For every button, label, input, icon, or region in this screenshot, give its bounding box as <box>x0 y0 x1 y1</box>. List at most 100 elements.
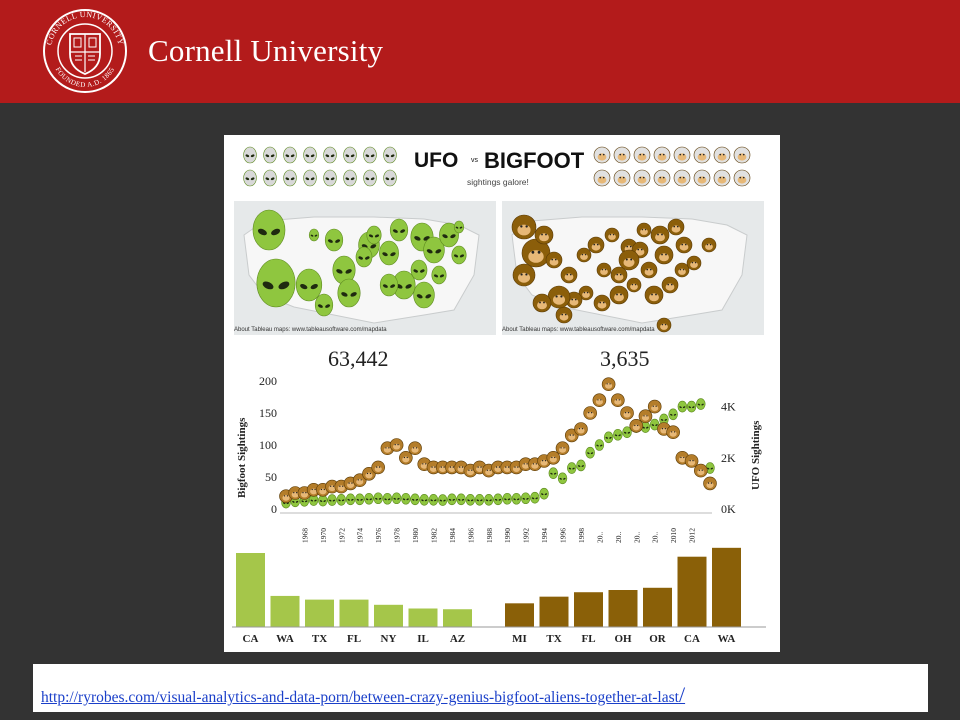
bigfoot-map-icon <box>618 249 640 271</box>
state-label: FL <box>581 633 595 645</box>
ufo-data-point <box>548 467 559 479</box>
faded-alien-icon <box>363 146 377 164</box>
ufo-data-point <box>447 493 457 506</box>
alien-map-icon <box>423 236 445 264</box>
y2-tick-label: 2K <box>721 451 736 465</box>
bigfoot-map-icon <box>644 285 664 305</box>
faded-alien-icon <box>383 169 397 187</box>
bigfoot-map-icon <box>534 225 554 245</box>
bigfoot-data-point <box>638 409 653 424</box>
bigfoot-data-point <box>693 463 708 478</box>
state-label: FL <box>347 633 361 645</box>
faded-bigfoot-icon <box>653 169 671 187</box>
x-tick-label: 2012 <box>688 528 697 543</box>
alien-map-icon <box>439 222 459 248</box>
ufo-data-point <box>373 492 383 505</box>
x-tick-label: 20.. <box>651 532 660 543</box>
ufo-data-point <box>677 400 688 413</box>
state-bar <box>443 609 472 627</box>
state-bar <box>643 587 672 627</box>
state-bar <box>236 553 265 627</box>
bigfoot-data-point <box>611 393 625 408</box>
bigfoot-map-icon <box>674 262 690 278</box>
y-tick-label: 100 <box>259 438 277 452</box>
ufo-data-point <box>437 494 448 506</box>
faded-alien-icon <box>283 146 297 164</box>
alien-map-icon <box>431 265 447 285</box>
ufo-data-point <box>345 493 356 506</box>
faded-bigfoot-icon <box>613 146 631 164</box>
ufo-data-point <box>585 446 595 459</box>
bigfoot-map-icon <box>576 247 592 263</box>
ufo-data-point <box>318 494 328 507</box>
bigfoot-map-icon <box>661 276 679 294</box>
state-bar <box>677 556 707 627</box>
ufo-data-point <box>465 493 476 506</box>
bigfoot-map-icon <box>656 317 672 333</box>
faded-alien-icon <box>283 169 297 187</box>
state-bar <box>408 608 438 627</box>
bigfoot-data-point <box>399 450 413 465</box>
state-label: TX <box>546 633 561 645</box>
ufo-data-point <box>419 493 429 506</box>
bigfoot-map-icon <box>512 263 536 287</box>
source-link[interactable]: http://ryrobes.com/visual-analytics-and-… <box>41 682 685 708</box>
faded-alien-icon <box>323 146 337 164</box>
ufo-data-point <box>705 462 715 474</box>
faded-alien-icon <box>363 169 377 187</box>
alien-map-icon <box>314 293 334 317</box>
bigfoot-map-icon <box>640 261 658 279</box>
bigfoot-top-states-bar-chart: MI TX FL OH OR CA WA <box>505 547 741 645</box>
ufo-data-point <box>502 492 512 505</box>
ufo-data-point <box>557 472 568 485</box>
x-tick-label: 1982 <box>429 528 438 543</box>
state-label: OH <box>614 633 632 645</box>
y-tick-label: 200 <box>259 374 277 388</box>
bigfoot-map-icon <box>636 222 652 238</box>
ufo-data-point <box>511 492 522 505</box>
bigfoot-map-icon <box>701 237 717 253</box>
ufo-data-point <box>493 493 503 506</box>
state-bar <box>305 599 334 627</box>
x-tick-label: 2010 <box>669 528 678 543</box>
ufo-data-point <box>428 493 439 506</box>
alien-map-icon <box>410 259 428 281</box>
state-bar <box>574 592 603 627</box>
source-link-slash: / <box>678 682 686 707</box>
bigfoot-map-icon <box>578 285 594 301</box>
bigfoot-map-icon <box>654 245 674 265</box>
bigfoot-map-icon <box>545 251 563 269</box>
alien-map-icon <box>413 281 435 309</box>
alien-map-icon <box>295 268 323 302</box>
bigfoot-map-icon <box>610 266 628 284</box>
bigfoot-data-point <box>647 399 662 414</box>
bigfoot-data-point <box>592 393 607 408</box>
faded-bigfoot-icon <box>693 169 711 187</box>
y-tick-label: 0 <box>271 502 277 516</box>
x-tick-label: 1976 <box>374 528 383 543</box>
x-tick-label: 1972 <box>337 528 346 543</box>
bigfoot-data-point <box>601 377 616 391</box>
alien-map-icon <box>453 220 465 234</box>
alien-map-icon <box>337 278 361 308</box>
x-tick-label: 1984 <box>448 528 457 543</box>
source-link-text: http://ryrobes.com/visual-analytics-and-… <box>41 689 679 706</box>
ufo-data-point <box>567 462 577 474</box>
faded-alien-icon <box>343 169 357 187</box>
faded-alien-icon <box>243 169 257 187</box>
y-tick-label: 150 <box>259 406 277 420</box>
infographic-title-bigfoot: BIGFOOT <box>484 148 585 173</box>
y2-axis-label-ufo: UFO Sightings <box>750 420 762 490</box>
ufo-data-point <box>456 493 466 506</box>
x-tick-label: 1988 <box>485 528 494 543</box>
bigfoot-data-point <box>555 441 570 456</box>
state-label: CA <box>684 633 700 645</box>
state-bar <box>539 596 569 627</box>
faded-alien-icon <box>303 169 317 187</box>
ufo-data-point <box>364 492 374 505</box>
ufo-data-point <box>391 492 402 505</box>
faded-bigfoot-icon <box>733 169 751 187</box>
bigfoot-data-point <box>620 406 634 420</box>
bigfoot-map-icon <box>609 285 629 305</box>
faded-bigfoot-icon <box>713 146 731 164</box>
